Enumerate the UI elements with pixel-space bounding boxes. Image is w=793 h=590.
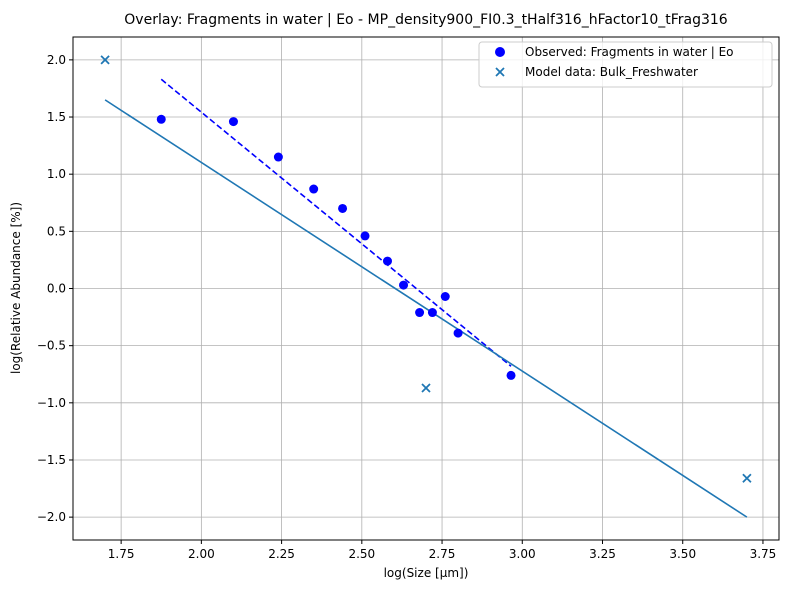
x-tick-label: 3.50 (669, 547, 696, 561)
grid (73, 37, 779, 540)
x-tick-label: 2.50 (348, 547, 375, 561)
x-tick-label: 3.25 (589, 547, 616, 561)
model-fit-line (104, 99, 748, 518)
observed-point (415, 308, 425, 318)
legend: Observed: Fragments in water | Eo Model … (478, 41, 773, 88)
y-tick-label: 2.0 (47, 53, 66, 67)
legend-label-model: Model data: Bulk_Freshwater (525, 65, 698, 79)
observed-point (382, 256, 392, 266)
y-tick-label: −1.0 (37, 396, 66, 410)
y-tick-label: −0.5 (37, 339, 66, 353)
observed-point (273, 152, 283, 162)
y-axis-ticks: 2.0 1.5 1.0 0.5 0.0 −0.5 −1.0 −1.5 −2.0 (37, 53, 73, 524)
observed-point (440, 292, 450, 302)
y-tick-label: 1.0 (47, 167, 66, 181)
model-point (742, 473, 752, 483)
y-axis-label: log(Relative Abundance [%]) (9, 202, 23, 374)
y-tick-label: 0.5 (47, 224, 66, 238)
x-axis-label: log(Size [µm]) (384, 566, 469, 580)
y-tick-label: 1.5 (47, 110, 66, 124)
legend-marker-model (495, 67, 505, 77)
observed-point (399, 280, 409, 290)
legend-box (478, 41, 773, 88)
trend-lines (104, 78, 748, 518)
y-tick-label: −2.0 (37, 510, 66, 524)
legend-marker-observed (495, 47, 505, 57)
x-tick-label: 2.25 (268, 547, 295, 561)
chart-title: Overlay: Fragments in water | Eo - MP_de… (124, 12, 728, 28)
observed-point (228, 117, 238, 127)
legend-label-observed: Observed: Fragments in water | Eo (525, 45, 734, 59)
observed-point (309, 184, 319, 194)
observed-point (506, 370, 516, 380)
observed-fit-line (160, 78, 512, 367)
x-tick-label: 2.00 (188, 547, 215, 561)
y-tick-label: 0.0 (47, 282, 66, 296)
x-tick-label: 1.75 (108, 547, 135, 561)
data-points (100, 55, 752, 483)
x-axis-ticks: 1.75 2.00 2.25 2.50 2.75 3.00 3.25 3.50 3.75 (108, 540, 777, 561)
x-tick-label: 2.75 (429, 547, 456, 561)
x-tick-label: 3.00 (509, 547, 536, 561)
observed-point (360, 231, 370, 241)
model-point (100, 55, 110, 65)
observed-point (453, 328, 463, 338)
x-tick-label: 3.75 (750, 547, 777, 561)
observed-point (156, 114, 166, 124)
model-point (421, 383, 431, 393)
observed-point (338, 203, 348, 213)
y-tick-label: −1.5 (37, 453, 66, 467)
observed-point (427, 308, 437, 318)
